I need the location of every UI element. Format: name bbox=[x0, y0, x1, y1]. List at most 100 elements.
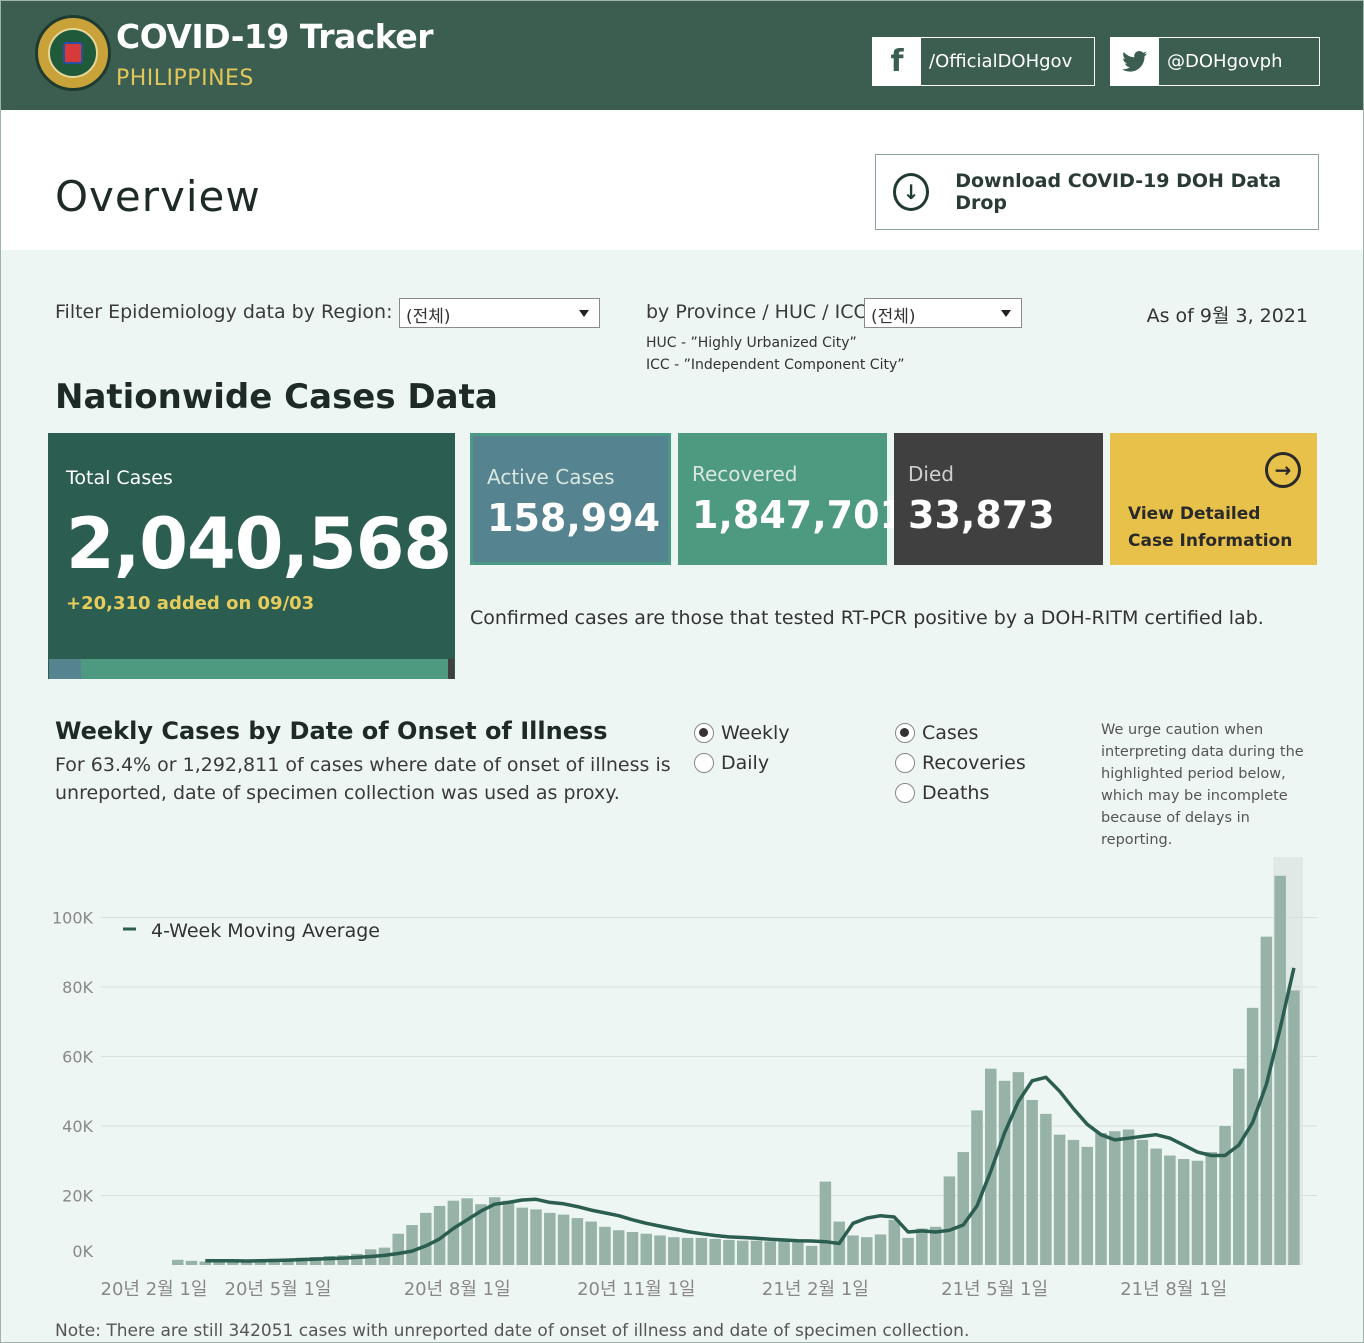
bar bbox=[1067, 1139, 1080, 1265]
radio-deaths-dot bbox=[895, 783, 915, 803]
proportion-bar-recovered bbox=[81, 659, 448, 679]
y-tick-label: 100K bbox=[52, 909, 94, 928]
radio-daily-dot bbox=[694, 753, 714, 773]
bar bbox=[1233, 1068, 1245, 1265]
app-title: COVID-19 Tracker bbox=[116, 17, 434, 56]
active-cases-card: Active Cases 158,994 bbox=[470, 433, 671, 565]
app-subtitle: PHILIPPINES bbox=[116, 66, 254, 91]
caution-line: which may be incomplete bbox=[1101, 788, 1288, 804]
download-data-drop-button[interactable]: ↓ Download COVID-19 DOH Data Drop bbox=[875, 154, 1319, 230]
twitter-link[interactable]: @DOHgovph bbox=[1110, 37, 1320, 86]
radio-recoveries-dot bbox=[895, 753, 915, 773]
bar bbox=[1150, 1148, 1162, 1265]
radio-deaths[interactable]: Deaths bbox=[895, 782, 989, 804]
bar bbox=[1177, 1159, 1190, 1265]
bar bbox=[668, 1237, 680, 1265]
y-tick-label: 60K bbox=[62, 1048, 93, 1067]
radio-weekly[interactable]: Weekly bbox=[694, 722, 790, 744]
twitter-icon bbox=[1111, 38, 1159, 85]
weekly-title: Weekly Cases by Date of Onset of Illness bbox=[55, 717, 608, 745]
caution-line: because of delays in bbox=[1101, 810, 1250, 826]
bar bbox=[1274, 875, 1286, 1265]
icc-note: ICC - ”Independent Component City” bbox=[646, 357, 905, 373]
facebook-icon: f bbox=[873, 38, 921, 85]
bar bbox=[544, 1212, 556, 1265]
recovered-label: Recovered bbox=[692, 462, 798, 486]
radio-cases[interactable]: Cases bbox=[895, 722, 978, 744]
twitter-handle: @DOHgovph bbox=[1167, 51, 1283, 72]
y-tick-label: 20K bbox=[62, 1187, 93, 1206]
x-tick-label: 21년 2월 1일 bbox=[762, 1279, 869, 1300]
bar bbox=[1109, 1131, 1121, 1265]
radio-recoveries-label: Recoveries bbox=[922, 752, 1026, 774]
header: COVID-19 Tracker PHILIPPINES f /Official… bbox=[1, 1, 1363, 110]
bar bbox=[943, 1176, 956, 1265]
bar bbox=[337, 1255, 349, 1265]
bar bbox=[502, 1200, 515, 1265]
region-select[interactable]: (전체) bbox=[399, 298, 600, 328]
bar bbox=[199, 1261, 212, 1265]
total-cases-label: Total Cases bbox=[66, 467, 173, 489]
bar bbox=[461, 1198, 473, 1265]
bar bbox=[1012, 1072, 1025, 1265]
bar bbox=[1219, 1126, 1231, 1265]
confirmed-note: Confirmed cases are those that tested RT… bbox=[470, 607, 1264, 629]
bar bbox=[475, 1204, 487, 1265]
proportion-bar-active bbox=[49, 659, 81, 679]
overview-title: Overview bbox=[55, 172, 261, 221]
bar bbox=[406, 1225, 418, 1265]
bar bbox=[488, 1197, 501, 1265]
facebook-link[interactable]: f /OfficialDOHgov bbox=[872, 37, 1095, 86]
moving-average-line bbox=[205, 967, 1296, 1263]
bar bbox=[778, 1241, 790, 1265]
radio-daily-label: Daily bbox=[721, 752, 770, 774]
active-cases-value: 158,994 bbox=[487, 496, 661, 540]
bar bbox=[1122, 1129, 1135, 1265]
bar bbox=[723, 1239, 735, 1265]
weekly-description-line-2: unreported, date of specimen collection … bbox=[55, 782, 620, 804]
bar bbox=[185, 1260, 198, 1265]
recovered-value: 1,847,701 bbox=[692, 493, 906, 537]
x-tick-label: 20년 5월 1일 bbox=[225, 1279, 332, 1300]
bar bbox=[626, 1231, 639, 1265]
bar bbox=[681, 1237, 694, 1265]
bar bbox=[1260, 936, 1273, 1265]
radio-weekly-dot bbox=[694, 723, 714, 743]
total-cases-card: Total Cases 2,040,568 +20,310 added on 0… bbox=[48, 433, 455, 679]
bar bbox=[902, 1237, 914, 1265]
bar bbox=[571, 1218, 584, 1265]
bar bbox=[957, 1152, 969, 1265]
region-dropdown-icon bbox=[579, 310, 589, 317]
bar bbox=[420, 1212, 432, 1265]
download-arrow-icon: ↓ bbox=[893, 173, 930, 211]
bar bbox=[736, 1240, 749, 1265]
caution-note: We urge caution when interpreting data d… bbox=[1101, 719, 1331, 851]
bar bbox=[1136, 1139, 1149, 1265]
bar bbox=[433, 1205, 446, 1265]
bar bbox=[227, 1260, 239, 1265]
bar bbox=[1288, 990, 1300, 1265]
province-filter-label: by Province / HUC / ICC: bbox=[646, 301, 874, 323]
bar bbox=[695, 1237, 708, 1265]
province-dropdown-icon bbox=[1001, 310, 1011, 317]
x-tick-label: 20년 2월 1일 bbox=[101, 1279, 208, 1300]
bar bbox=[874, 1234, 887, 1265]
weekly-description: For 63.4% or 1,292,811 of cases where da… bbox=[55, 751, 675, 807]
huc-note: HUC - ”Highly Urbanized City” bbox=[646, 335, 857, 351]
bar bbox=[998, 1080, 1011, 1265]
province-select[interactable]: (전체) bbox=[864, 298, 1022, 328]
bar bbox=[585, 1221, 597, 1265]
view-detailed-line-2: Case Information bbox=[1128, 531, 1293, 551]
doh-seal-logo bbox=[35, 15, 111, 91]
x-tick-label: 20년 11월 1일 bbox=[577, 1279, 695, 1300]
bar bbox=[516, 1207, 528, 1265]
y-tick-label: 0K bbox=[72, 1242, 93, 1261]
died-value: 33,873 bbox=[908, 493, 1055, 537]
region-select-value: (전체) bbox=[406, 307, 451, 327]
bar bbox=[819, 1181, 832, 1265]
bar bbox=[971, 1110, 983, 1265]
view-detailed-info-button[interactable]: → View Detailed Case Information bbox=[1110, 433, 1317, 565]
radio-daily[interactable]: Daily bbox=[694, 752, 769, 774]
radio-recoveries[interactable]: Recoveries bbox=[895, 752, 1026, 774]
